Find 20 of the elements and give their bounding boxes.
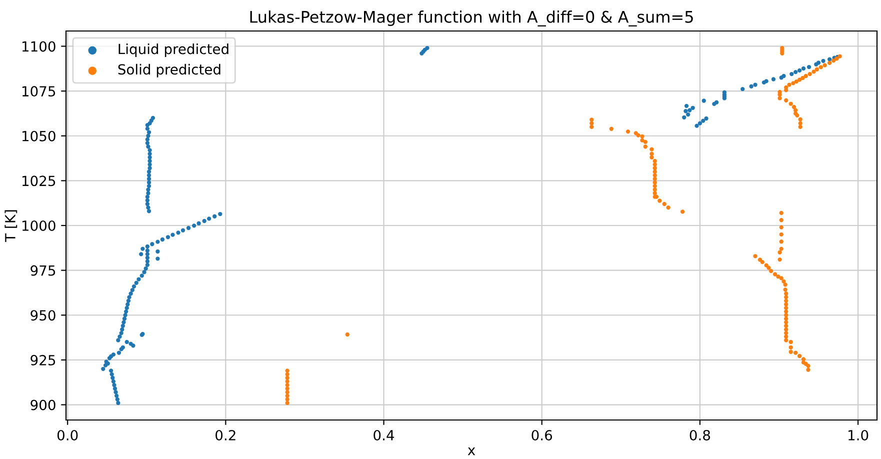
y-tick-label: 1100	[22, 41, 56, 52]
x-tick-label: 0.8	[690, 430, 710, 440]
y-tick-label: 1075	[22, 86, 56, 97]
x-tick-label: 0.2	[216, 430, 236, 440]
y-axis-title: T [K]	[4, 210, 18, 242]
x-axis-title: x	[468, 448, 476, 456]
legend-label: Liquid predicted	[118, 44, 228, 57]
y-tick-label: 975	[30, 265, 56, 276]
x-tick-label: 1.0	[848, 430, 868, 440]
y-tick-label: 950	[30, 310, 56, 321]
y-tick-label: 900	[30, 400, 56, 410]
legend-label: Solid predicted	[118, 64, 220, 78]
y-tick-label: 1050	[22, 130, 56, 142]
x-tick-label: 0.4	[374, 430, 394, 440]
chart-title: Lukas-Petzow-Mager function with A_diff=0 & A_sum=5	[250, 10, 693, 26]
y-tick-label: 1025	[22, 176, 56, 186]
y-tick-label: 925	[30, 354, 56, 366]
x-tick-label: 0.0	[57, 430, 78, 440]
y-tick-label: 1000	[22, 220, 56, 231]
x-tick-label: 0.6	[532, 430, 552, 440]
